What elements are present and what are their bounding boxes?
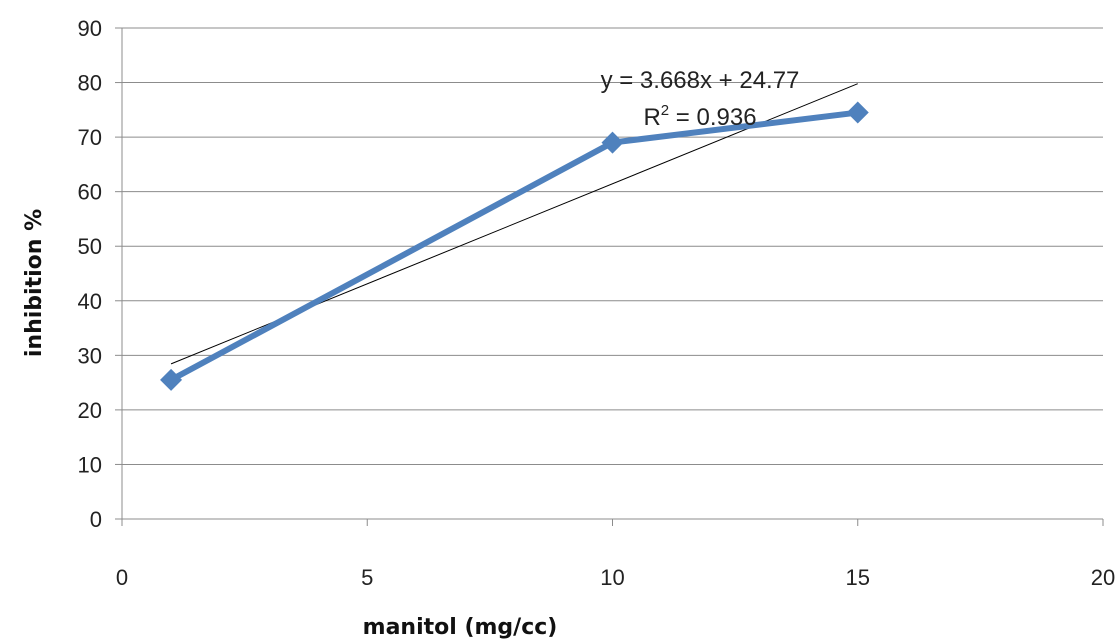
y-tick-label: 80 bbox=[78, 71, 102, 96]
trendline-r-squared: R2 = 0.936 bbox=[643, 102, 756, 131]
y-axis-title: inhibition % bbox=[22, 209, 47, 357]
y-axis-ticks: 0 10 20 30 40 50 60 70 80 90 bbox=[78, 16, 122, 532]
r-squared-superscript: 2 bbox=[661, 102, 669, 119]
x-tick-label: 0 bbox=[116, 565, 128, 590]
y-tick-label: 90 bbox=[78, 16, 102, 41]
x-axis-ticks: 0 5 10 15 20 bbox=[116, 519, 1115, 590]
x-tick-label: 15 bbox=[846, 565, 870, 590]
y-tick-label: 0 bbox=[90, 507, 102, 532]
y-tick-label: 50 bbox=[78, 234, 102, 259]
data-point-marker bbox=[846, 101, 869, 124]
r-squared-prefix: R bbox=[643, 104, 660, 131]
x-axis-title: manitol (mg/cc) bbox=[363, 615, 558, 640]
trendline-equation: y = 3.668x + 24.77 bbox=[601, 67, 800, 94]
y-tick-label: 60 bbox=[78, 180, 102, 205]
series-group bbox=[160, 101, 869, 391]
x-tick-label: 20 bbox=[1091, 565, 1115, 590]
y-tick-label: 30 bbox=[78, 343, 102, 368]
x-tick-label: 10 bbox=[600, 565, 624, 590]
axes bbox=[121, 28, 1103, 526]
x-tick-label: 5 bbox=[361, 565, 373, 590]
y-tick-label: 70 bbox=[78, 125, 102, 150]
r-squared-value: = 0.936 bbox=[669, 104, 756, 131]
y-tick-label: 20 bbox=[78, 398, 102, 423]
y-tick-label: 40 bbox=[78, 289, 102, 314]
y-tick-label: 10 bbox=[78, 452, 102, 477]
data-point-marker bbox=[160, 368, 183, 391]
gridlines bbox=[122, 27, 1103, 465]
data-point-marker bbox=[601, 131, 624, 154]
